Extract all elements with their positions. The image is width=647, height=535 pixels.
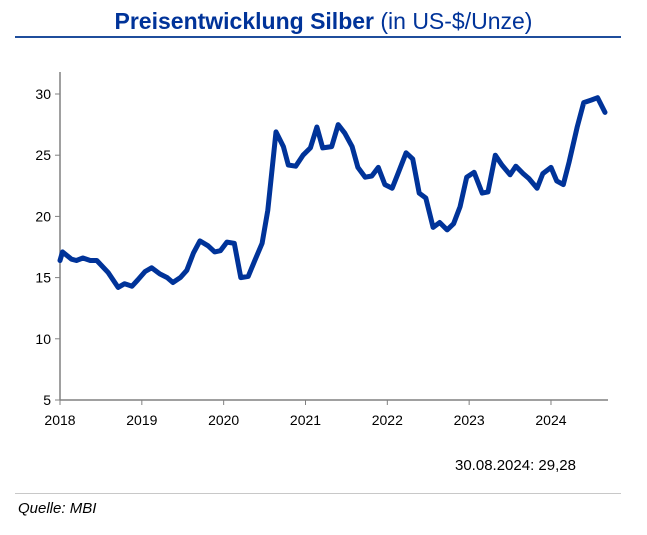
- x-tick-label: 2020: [208, 412, 239, 428]
- x-tick-label: 2018: [44, 412, 75, 428]
- chart-title-unit: (in US-$/Unze): [380, 8, 533, 34]
- y-tick-label: 15: [35, 270, 51, 286]
- y-tick-label: 25: [35, 147, 51, 163]
- source-note: Quelle: MBI: [18, 500, 97, 517]
- y-tick-label: 30: [35, 86, 51, 102]
- x-tick-label: 2024: [535, 412, 566, 428]
- silver-price-line: [57, 95, 608, 290]
- x-tick-label: 2022: [372, 412, 403, 428]
- x-tick-label: 2019: [126, 412, 157, 428]
- footer-divider: [15, 493, 621, 494]
- chart-title-main: Preisentwicklung Silber: [114, 8, 374, 34]
- x-tick-label: 2021: [290, 412, 321, 428]
- last-value-annotation: 30.08.2024: 29,28: [455, 457, 576, 474]
- y-tick-label: 10: [35, 331, 51, 347]
- y-tick-label: 20: [35, 208, 51, 224]
- y-tick-label: 5: [43, 392, 51, 408]
- chart-title: Preisentwicklung Silber (in US-$/Unze): [0, 8, 647, 35]
- x-tick-label: 2023: [454, 412, 485, 428]
- title-underline: [15, 36, 621, 38]
